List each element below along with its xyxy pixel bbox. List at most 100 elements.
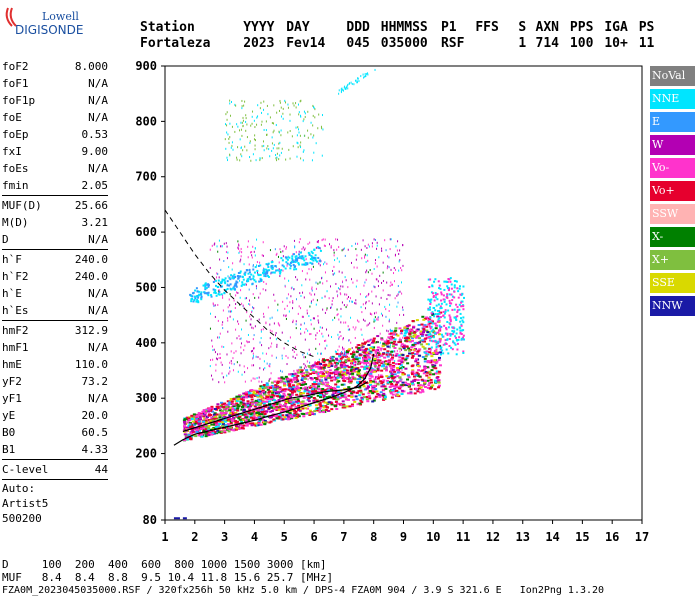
echo-point bbox=[287, 106, 289, 109]
echo-point bbox=[397, 240, 399, 243]
echo-point bbox=[237, 417, 241, 420]
echo-point bbox=[227, 133, 229, 136]
echo-point bbox=[310, 365, 312, 368]
echo-point bbox=[277, 417, 281, 420]
ionogram-traces bbox=[164, 209, 375, 446]
echo-point bbox=[222, 407, 226, 410]
echo-point bbox=[207, 284, 210, 287]
echo-point bbox=[425, 325, 429, 328]
echo-point bbox=[303, 390, 307, 393]
echo-point bbox=[337, 349, 339, 352]
header-labels-cell: HHMMSS bbox=[380, 20, 428, 35]
echo-point bbox=[264, 405, 268, 408]
echo-point bbox=[196, 422, 200, 425]
echo-point bbox=[248, 340, 250, 343]
echo-point bbox=[269, 420, 273, 423]
echo-point bbox=[218, 357, 220, 360]
echo-point bbox=[416, 328, 420, 331]
echo-point bbox=[272, 271, 275, 274]
echo-point bbox=[241, 107, 243, 110]
echo-point bbox=[226, 427, 230, 430]
param-name: B1 bbox=[2, 443, 16, 456]
echo-point bbox=[268, 378, 270, 381]
echo-point bbox=[343, 377, 347, 380]
echo-point bbox=[399, 350, 401, 353]
echo-point bbox=[330, 285, 332, 288]
echo-point bbox=[240, 337, 242, 340]
echo-point bbox=[227, 330, 229, 333]
echo-point bbox=[279, 380, 283, 383]
echo-point bbox=[250, 350, 252, 353]
echo-point bbox=[224, 281, 227, 284]
echo-point bbox=[284, 417, 288, 420]
echo-point bbox=[254, 408, 258, 411]
echo-point bbox=[429, 348, 432, 351]
echo-point bbox=[396, 375, 400, 378]
echo-point bbox=[329, 363, 331, 366]
echo-point bbox=[203, 417, 207, 420]
echo-point bbox=[358, 374, 360, 377]
echo-point bbox=[191, 430, 195, 433]
echo-point bbox=[295, 378, 299, 381]
echo-point bbox=[264, 421, 268, 424]
echo-point bbox=[283, 416, 287, 419]
echo-point bbox=[332, 397, 336, 400]
echo-point bbox=[244, 100, 246, 103]
param-row: yF1 N/A bbox=[2, 390, 108, 407]
echo-point bbox=[423, 381, 427, 384]
echo-point bbox=[283, 347, 285, 350]
echo-point bbox=[394, 329, 398, 332]
param-value: 240.0 bbox=[74, 253, 108, 266]
echo-point bbox=[250, 389, 254, 392]
echo-point bbox=[295, 106, 297, 109]
echo-point bbox=[241, 283, 244, 286]
echo-point bbox=[428, 339, 431, 342]
echo-point bbox=[460, 323, 463, 326]
echo-point bbox=[425, 374, 429, 377]
echo-point bbox=[275, 408, 279, 411]
echo-point bbox=[198, 416, 202, 419]
echo-point bbox=[198, 290, 201, 293]
echo-point bbox=[295, 393, 299, 396]
echo-point bbox=[298, 255, 301, 258]
echo-point bbox=[312, 104, 314, 107]
echo-point bbox=[265, 321, 267, 324]
echo-point bbox=[302, 378, 304, 381]
echo-point bbox=[319, 363, 323, 366]
echo-point bbox=[338, 373, 342, 376]
echo-point bbox=[326, 409, 330, 412]
echo-point bbox=[454, 336, 457, 339]
echo-point bbox=[302, 291, 304, 294]
echo-point bbox=[299, 366, 301, 369]
echo-point bbox=[459, 320, 462, 323]
echo-point bbox=[322, 128, 324, 131]
echo-point bbox=[271, 264, 274, 267]
echo-point bbox=[389, 392, 393, 395]
echo-point bbox=[211, 244, 213, 247]
echo-point bbox=[317, 315, 319, 318]
echo-point bbox=[260, 330, 262, 333]
echo-point bbox=[353, 266, 355, 269]
echo-point bbox=[310, 255, 313, 258]
echo-point bbox=[359, 389, 363, 392]
echo-point bbox=[234, 411, 238, 414]
echo-point bbox=[196, 290, 199, 293]
echo-point bbox=[416, 364, 420, 367]
echo-point bbox=[444, 309, 447, 312]
echo-point bbox=[341, 364, 345, 367]
echo-point bbox=[364, 253, 366, 256]
echo-point bbox=[268, 379, 270, 382]
echo-point bbox=[233, 284, 236, 287]
echo-point bbox=[393, 387, 397, 390]
echo-point bbox=[262, 140, 264, 143]
echo-point bbox=[350, 81, 352, 84]
echo-point bbox=[371, 390, 375, 393]
echo-point bbox=[251, 311, 253, 314]
echo-point bbox=[317, 375, 321, 378]
echo-point bbox=[254, 126, 256, 129]
echo-point bbox=[354, 328, 356, 331]
echo-point bbox=[253, 271, 256, 274]
echo-point bbox=[369, 390, 373, 393]
echo-point bbox=[213, 408, 217, 411]
echo-point bbox=[377, 285, 379, 288]
